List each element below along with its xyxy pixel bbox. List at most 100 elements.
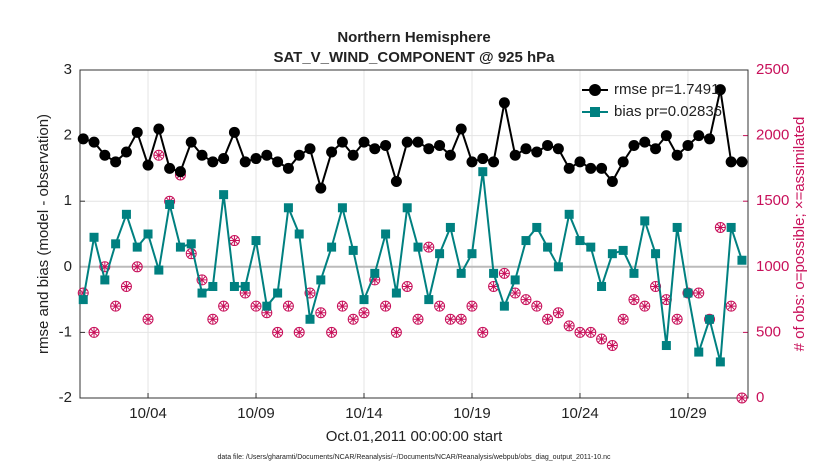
obs-assimilated-marker	[423, 242, 434, 253]
rmse-marker	[261, 149, 273, 161]
obs-assimilated-marker	[693, 288, 704, 299]
rmse-marker	[725, 156, 737, 168]
x-tick-label: 10/09	[237, 405, 275, 422]
obs-assimilated-marker	[510, 288, 521, 299]
rmse-marker	[509, 149, 521, 161]
obs-assimilated-marker	[143, 314, 154, 325]
bias-marker	[510, 275, 520, 285]
bias-marker	[391, 288, 401, 298]
obs-assimilated-marker	[736, 393, 747, 403]
obs-assimilated-marker	[564, 320, 575, 331]
rmse-marker	[617, 156, 629, 168]
obs-assimilated-marker	[251, 301, 262, 312]
obs-assimilated-marker	[412, 314, 423, 325]
rmse-marker	[99, 149, 111, 161]
rmse-marker	[293, 149, 305, 161]
bias-marker	[715, 357, 725, 367]
rmse-marker	[423, 143, 435, 155]
rmse-marker	[131, 126, 143, 138]
bias-marker	[219, 190, 229, 200]
bias-marker	[597, 281, 607, 291]
rmse-marker	[380, 139, 392, 151]
bias-marker	[456, 268, 466, 278]
bias-marker	[327, 242, 337, 252]
rmse-marker	[390, 176, 402, 188]
bias-marker	[705, 314, 715, 324]
bias-marker	[499, 301, 509, 311]
rmse-marker	[714, 84, 726, 96]
rmse-marker	[574, 156, 586, 168]
rmse-marker	[153, 123, 165, 135]
rmse-marker	[228, 126, 240, 138]
obs-assimilated-marker	[466, 301, 477, 312]
y-tick-label: 3	[64, 61, 72, 78]
rmse-marker	[110, 156, 122, 168]
bias-marker	[618, 245, 628, 255]
obs-assimilated-marker	[402, 281, 413, 292]
bias-marker	[316, 275, 326, 285]
obs-assimilated-marker	[78, 288, 89, 299]
obs-assimilated-marker	[726, 301, 737, 312]
obs-assimilated-marker	[607, 340, 618, 351]
bias-marker	[240, 281, 250, 291]
legend-marker	[589, 84, 601, 96]
y2-tick-label: 0	[756, 389, 764, 406]
obs-assimilated-marker	[326, 327, 337, 338]
y2-tick-label: 2000	[756, 127, 789, 144]
rmse-marker	[326, 146, 338, 158]
bias-marker	[273, 288, 283, 298]
obs-assimilated-marker	[315, 307, 326, 318]
y2-tick-label: 500	[756, 323, 781, 340]
y2-tick-label: 2500	[756, 61, 789, 78]
bias-marker	[413, 242, 423, 252]
rmse-marker	[596, 162, 608, 174]
obs-assimilated-marker	[456, 314, 467, 325]
rmse-marker	[531, 146, 543, 158]
bias-marker	[694, 347, 704, 357]
chart-title: Northern Hemisphere	[337, 29, 490, 46]
rmse-marker	[272, 156, 284, 168]
y2-tick-label: 1500	[756, 192, 789, 209]
bias-marker	[78, 295, 88, 305]
rmse-marker	[498, 97, 510, 109]
rmse-marker	[444, 149, 456, 161]
obs-assimilated-marker	[110, 301, 121, 312]
bias-marker	[564, 209, 574, 219]
y2-tick-label: 1000	[756, 258, 789, 275]
rmse-marker	[671, 149, 683, 161]
bias-marker	[143, 229, 153, 239]
obs-assimilated-marker	[294, 327, 305, 338]
obs-assimilated-marker	[585, 327, 596, 338]
bias-marker	[726, 222, 736, 232]
rmse-marker	[650, 143, 662, 155]
obs-assimilated-marker	[531, 301, 542, 312]
rmse-marker	[639, 136, 651, 148]
rmse-marker	[185, 136, 197, 148]
rmse-marker	[315, 182, 327, 194]
bias-marker	[737, 255, 747, 265]
obs-assimilated-marker	[348, 314, 359, 325]
rmse-marker	[347, 149, 359, 161]
bias-marker	[251, 236, 261, 246]
obs-assimilated-marker	[153, 150, 164, 161]
rmse-marker	[552, 143, 564, 155]
rmse-marker	[606, 176, 618, 188]
rmse-marker	[434, 139, 446, 151]
rmse-marker	[358, 136, 370, 148]
rmse-marker	[542, 139, 554, 151]
bias-marker	[370, 268, 380, 278]
bias-marker	[607, 249, 617, 259]
bias-marker	[283, 203, 293, 213]
y-tick-label: 1	[64, 192, 72, 209]
obs-assimilated-marker	[121, 281, 132, 292]
bias-marker	[197, 288, 207, 298]
bias-marker	[586, 242, 596, 252]
obs-assimilated-marker	[639, 301, 650, 312]
obs-assimilated-marker	[229, 235, 240, 246]
bias-marker	[305, 314, 315, 324]
rmse-marker	[120, 146, 132, 158]
rmse-marker	[250, 153, 262, 165]
obs-assimilated-marker	[715, 222, 726, 233]
legend-label: bias pr=0.02836	[614, 103, 722, 120]
obs-assimilated-marker	[553, 307, 564, 318]
